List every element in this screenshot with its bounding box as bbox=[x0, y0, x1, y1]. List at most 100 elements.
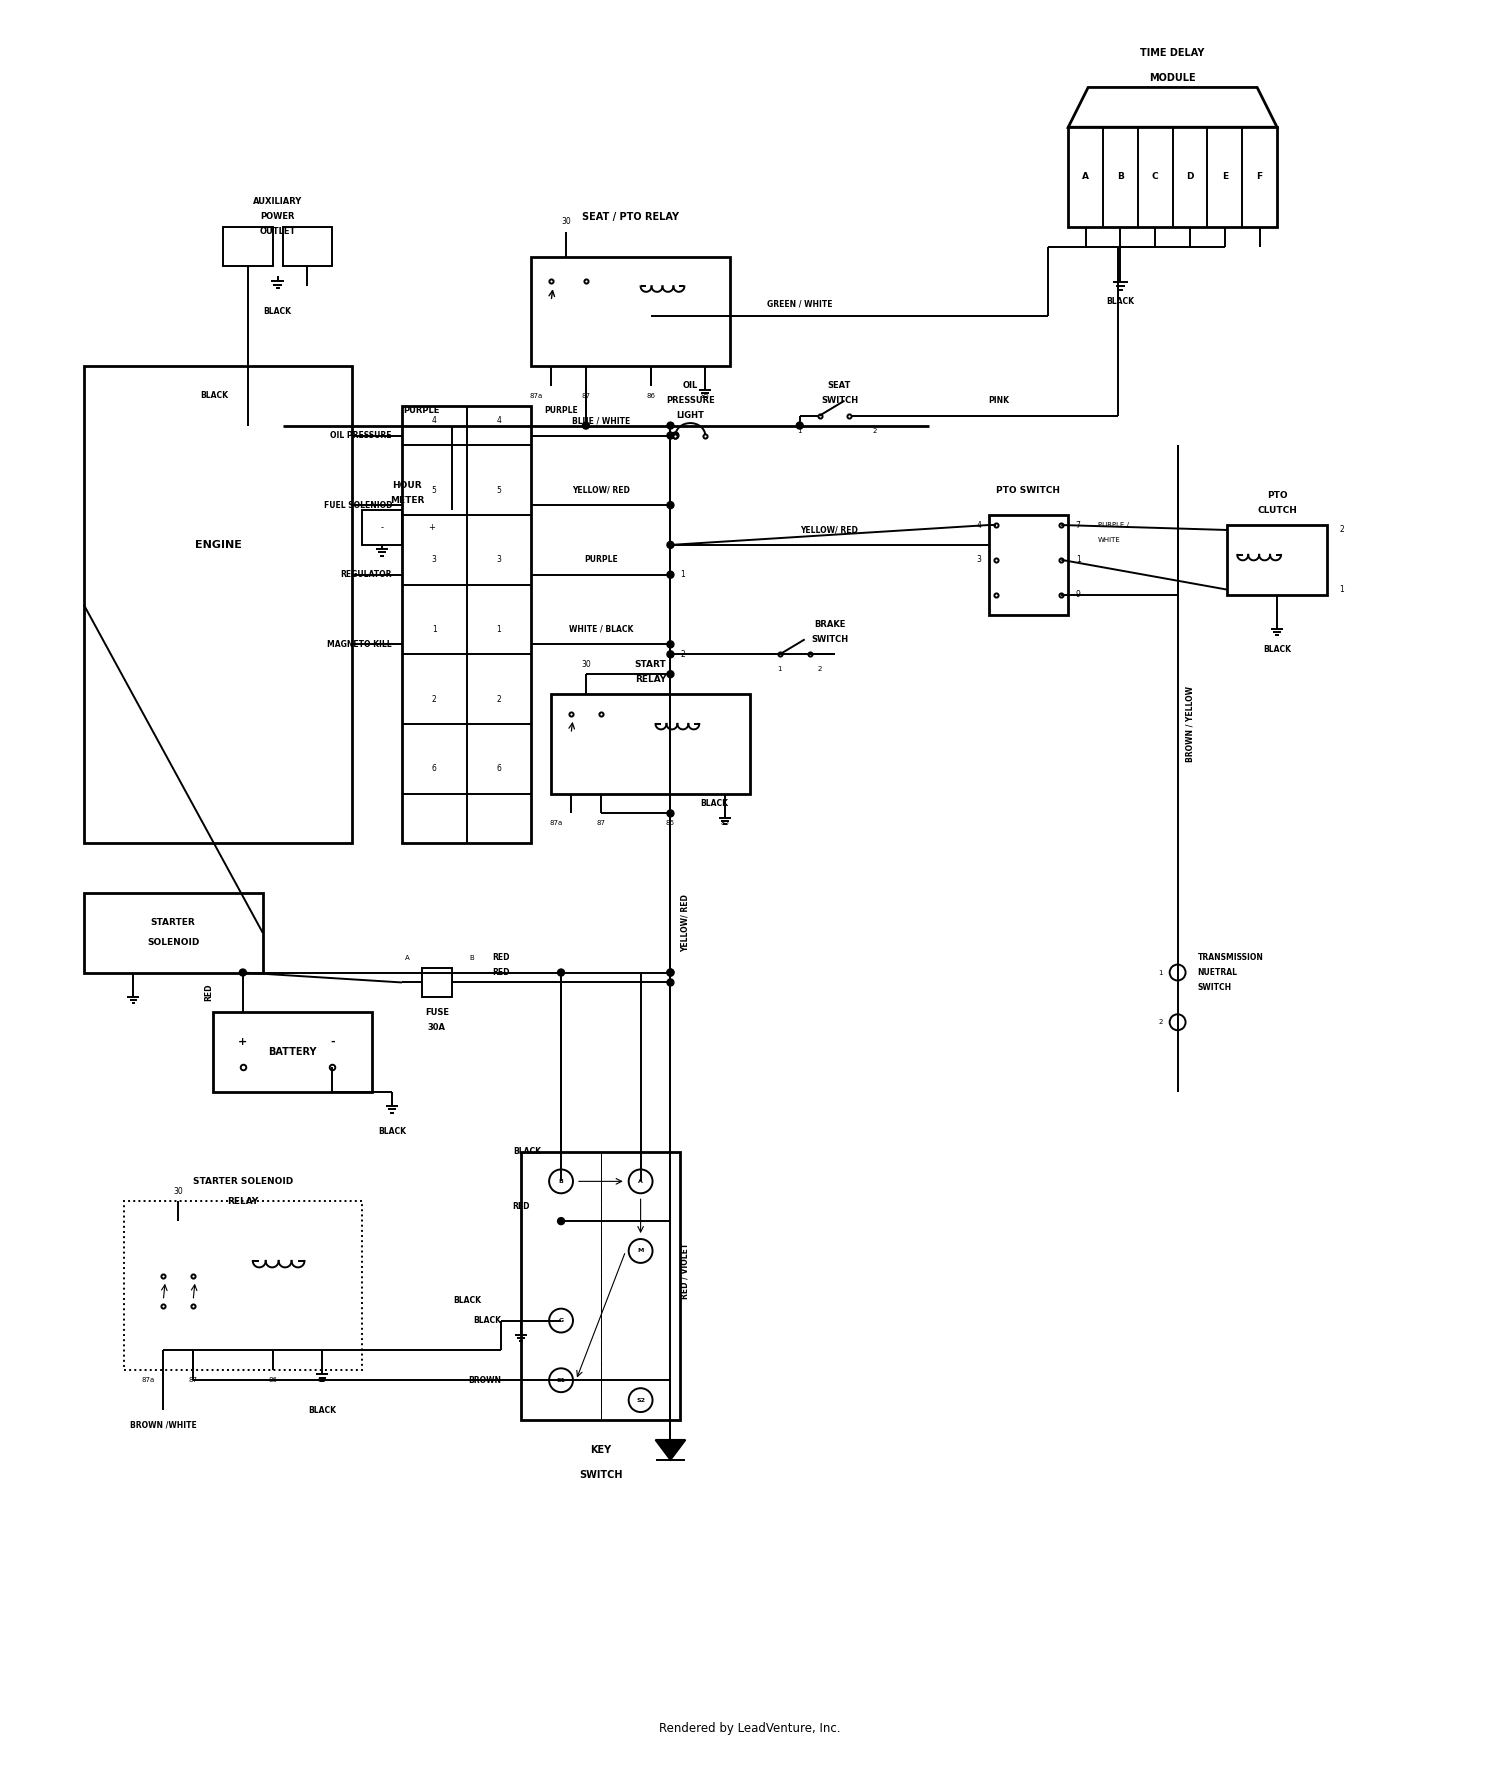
Circle shape bbox=[668, 670, 674, 677]
Text: Rendered by LeadVenture, Inc.: Rendered by LeadVenture, Inc. bbox=[660, 1722, 840, 1734]
Text: +: + bbox=[238, 1037, 248, 1048]
Text: BLACK: BLACK bbox=[309, 1406, 336, 1415]
Text: F: F bbox=[1257, 172, 1263, 181]
Text: STARTER SOLENOID: STARTER SOLENOID bbox=[192, 1177, 292, 1186]
Text: 87: 87 bbox=[189, 1378, 198, 1383]
Circle shape bbox=[448, 422, 454, 429]
Text: GREEN / WHITE: GREEN / WHITE bbox=[766, 300, 832, 309]
Text: 4: 4 bbox=[432, 417, 436, 426]
Text: BROWN: BROWN bbox=[468, 1376, 501, 1385]
Circle shape bbox=[672, 433, 680, 440]
Text: KEY: KEY bbox=[591, 1445, 612, 1456]
Text: FUSE: FUSE bbox=[424, 1007, 448, 1016]
Text: RELAY: RELAY bbox=[226, 1197, 258, 1206]
Text: 1: 1 bbox=[432, 624, 436, 635]
Text: BATTERY: BATTERY bbox=[268, 1048, 316, 1057]
Text: PURPLE /: PURPLE / bbox=[1098, 521, 1130, 528]
Text: 3: 3 bbox=[432, 555, 436, 564]
Text: 1: 1 bbox=[777, 667, 782, 672]
Circle shape bbox=[668, 422, 674, 429]
Text: 86: 86 bbox=[646, 394, 656, 399]
Text: BLACK: BLACK bbox=[474, 1316, 501, 1324]
Text: E: E bbox=[1222, 172, 1228, 181]
Text: AUXILIARY: AUXILIARY bbox=[254, 197, 303, 206]
Circle shape bbox=[796, 422, 802, 429]
Text: METER: METER bbox=[390, 496, 424, 505]
Text: 30: 30 bbox=[174, 1186, 183, 1195]
Text: 1: 1 bbox=[1076, 555, 1080, 564]
Text: BLACK: BLACK bbox=[200, 392, 228, 401]
Text: B: B bbox=[470, 954, 474, 961]
Text: A: A bbox=[1082, 172, 1089, 181]
Text: BLACK: BLACK bbox=[453, 1296, 482, 1305]
Text: BLACK: BLACK bbox=[513, 1147, 542, 1156]
Text: BRAKE: BRAKE bbox=[815, 621, 844, 629]
Text: ENGINE: ENGINE bbox=[195, 541, 242, 550]
Bar bbox=[1227, 525, 1328, 594]
Text: S2: S2 bbox=[636, 1397, 645, 1402]
Circle shape bbox=[668, 640, 674, 647]
Polygon shape bbox=[1068, 87, 1276, 128]
Text: YELLOW/ RED: YELLOW/ RED bbox=[572, 486, 630, 495]
Text: HOUR: HOUR bbox=[392, 480, 422, 489]
Circle shape bbox=[668, 651, 674, 658]
Text: BLACK: BLACK bbox=[1107, 296, 1134, 305]
Text: 85: 85 bbox=[720, 821, 729, 826]
Text: MODULE: MODULE bbox=[1149, 73, 1196, 83]
Circle shape bbox=[240, 970, 246, 975]
Text: S1: S1 bbox=[556, 1378, 566, 1383]
Bar bbox=[402, 406, 531, 844]
Text: YELLOW/ RED: YELLOW/ RED bbox=[801, 525, 858, 534]
Text: D: D bbox=[1186, 172, 1194, 181]
Text: 3: 3 bbox=[496, 555, 501, 564]
Bar bbox=[422, 968, 452, 998]
Text: A: A bbox=[405, 954, 410, 961]
Text: PURPLE: PURPLE bbox=[544, 406, 578, 415]
Text: SWITCH: SWITCH bbox=[812, 635, 847, 644]
Circle shape bbox=[668, 571, 674, 578]
Circle shape bbox=[668, 502, 674, 509]
Text: BROWN /WHITE: BROWN /WHITE bbox=[130, 1420, 196, 1429]
Text: PURPLE: PURPLE bbox=[404, 406, 439, 415]
Text: TRANSMISSION: TRANSMISSION bbox=[1197, 954, 1263, 963]
Text: 2: 2 bbox=[681, 649, 686, 660]
Text: -: - bbox=[381, 523, 384, 532]
Text: SWITCH: SWITCH bbox=[1197, 982, 1231, 991]
Bar bbox=[362, 511, 402, 544]
Text: RELAY: RELAY bbox=[634, 676, 666, 684]
Text: -: - bbox=[330, 1037, 334, 1048]
Text: POWER: POWER bbox=[261, 213, 296, 222]
Text: 1: 1 bbox=[1158, 970, 1162, 975]
Text: PINK: PINK bbox=[988, 395, 1010, 406]
Text: WHITE: WHITE bbox=[1098, 537, 1120, 543]
Text: 87a: 87a bbox=[530, 394, 543, 399]
Text: MAGNETO KILL: MAGNETO KILL bbox=[327, 640, 392, 649]
Bar bbox=[134, 1222, 352, 1351]
Text: OIL PRESSURE: OIL PRESSURE bbox=[330, 431, 392, 440]
Text: 3: 3 bbox=[976, 555, 981, 564]
Text: WHITE / BLACK: WHITE / BLACK bbox=[568, 624, 633, 635]
Text: 1: 1 bbox=[1340, 585, 1344, 594]
Text: 2: 2 bbox=[432, 695, 436, 704]
Circle shape bbox=[244, 422, 252, 429]
Text: 2: 2 bbox=[1158, 1019, 1162, 1025]
Text: RED / VIOLET: RED / VIOLET bbox=[681, 1243, 690, 1300]
Text: 30A: 30A bbox=[427, 1023, 445, 1032]
Text: SWITCH: SWITCH bbox=[821, 395, 858, 406]
Bar bbox=[84, 365, 352, 844]
Text: 87a: 87a bbox=[549, 821, 562, 826]
Circle shape bbox=[558, 970, 564, 975]
Text: PRESSURE: PRESSURE bbox=[666, 395, 714, 406]
Text: RED: RED bbox=[492, 954, 510, 963]
Text: 1: 1 bbox=[496, 624, 501, 635]
Text: 85: 85 bbox=[700, 394, 709, 399]
Circle shape bbox=[668, 541, 674, 548]
Text: +: + bbox=[429, 523, 435, 532]
Text: 87: 87 bbox=[582, 394, 591, 399]
Bar bbox=[531, 257, 730, 365]
Text: 2: 2 bbox=[818, 667, 822, 672]
Bar bbox=[213, 1012, 372, 1092]
Text: SOLENOID: SOLENOID bbox=[147, 938, 200, 947]
Text: 86: 86 bbox=[268, 1378, 278, 1383]
Text: RED: RED bbox=[492, 968, 510, 977]
